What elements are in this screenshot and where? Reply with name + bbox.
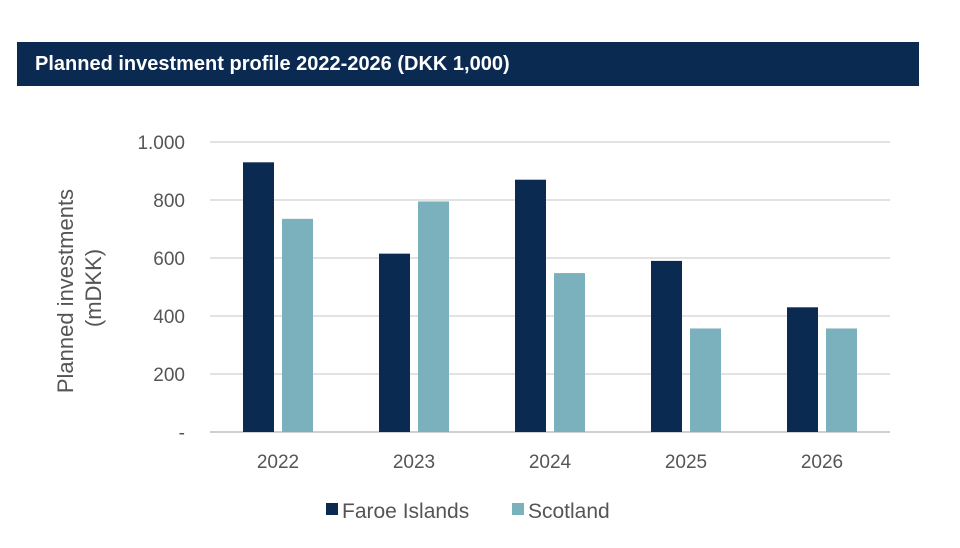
bar-scotland-2024 bbox=[554, 273, 585, 432]
legend-label-scotland: Scotland bbox=[528, 500, 610, 523]
bar-scotland-2022 bbox=[282, 218, 313, 432]
x-tick-label: 2023 bbox=[393, 452, 435, 473]
x-tick-label: 2026 bbox=[801, 452, 843, 473]
y-tick-label: - bbox=[179, 423, 185, 444]
y-tick-label: 400 bbox=[153, 307, 185, 328]
x-tick-labels: 2022 2023 2024 2025 2026 bbox=[257, 452, 843, 473]
y-tick-labels: - 200 400 600 800 1.000 bbox=[137, 133, 185, 444]
y-tick-label: 200 bbox=[153, 365, 185, 386]
bar-scotland-2026 bbox=[826, 328, 857, 432]
bar-faroe-islands-2022 bbox=[243, 162, 274, 433]
y-axis-label: Planned investments (mDKK) bbox=[53, 183, 106, 393]
x-tick-label: 2025 bbox=[665, 452, 707, 473]
x-tick-label: 2022 bbox=[257, 452, 299, 473]
bars bbox=[243, 162, 857, 433]
bar-faroe-islands-2025 bbox=[651, 260, 682, 432]
bar-scotland-2023 bbox=[418, 201, 449, 432]
x-tick-label: 2024 bbox=[529, 452, 572, 473]
bar-scotland-2025 bbox=[690, 328, 721, 432]
bar-faroe-islands-2026 bbox=[787, 307, 818, 432]
legend-swatch-faroe-islands bbox=[326, 503, 338, 515]
y-tick-label: 600 bbox=[153, 249, 185, 270]
legend-swatch-scotland bbox=[512, 503, 524, 515]
legend-label-faroe-islands: Faroe Islands bbox=[342, 500, 469, 523]
y-tick-label: 1.000 bbox=[137, 133, 185, 154]
chart-title-bar: Planned investment profile 2022-2026 (DK… bbox=[17, 42, 919, 86]
legend: Faroe Islands Scotland bbox=[326, 500, 610, 523]
y-tick-label: 800 bbox=[153, 191, 185, 212]
gridlines bbox=[210, 141, 890, 433]
chart-title: Planned investment profile 2022-2026 (DK… bbox=[35, 53, 510, 75]
bar-faroe-islands-2024 bbox=[515, 179, 546, 432]
bar-faroe-islands-2023 bbox=[379, 253, 410, 432]
y-axis-label-line-1: Planned investments bbox=[53, 189, 78, 393]
y-axis-label-line-2: (mDKK) bbox=[81, 249, 106, 327]
